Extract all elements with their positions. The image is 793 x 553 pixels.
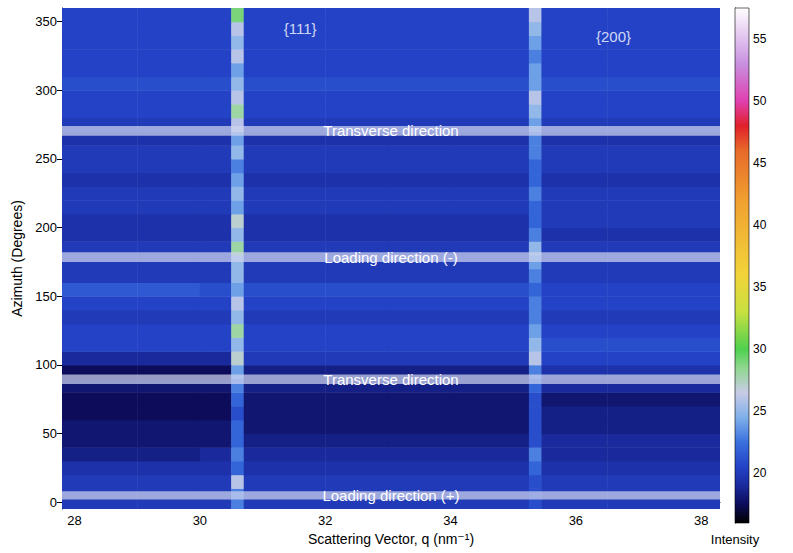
svg-text:Intensity: Intensity (711, 532, 760, 547)
svg-text:Loading direction (-): Loading direction (-) (324, 249, 457, 266)
svg-text:Transverse direction: Transverse direction (323, 371, 458, 388)
svg-text:30: 30 (753, 342, 767, 356)
svg-text:{111}: {111} (284, 20, 317, 37)
svg-text:Loading direction (+): Loading direction (+) (322, 487, 459, 504)
svg-text:300: 300 (35, 83, 57, 98)
svg-text:25: 25 (753, 404, 767, 418)
svg-text:38: 38 (694, 513, 708, 528)
svg-text:Azimuth (Degrees): Azimuth (Degrees) (9, 200, 25, 317)
svg-text:20: 20 (753, 466, 767, 480)
svg-text:50: 50 (43, 426, 57, 441)
svg-text:250: 250 (35, 151, 57, 166)
svg-text:34: 34 (443, 513, 457, 528)
svg-text:200: 200 (35, 220, 57, 235)
svg-text:Transverse direction: Transverse direction (323, 122, 458, 139)
svg-text:50: 50 (753, 94, 767, 108)
svg-text:55: 55 (753, 32, 767, 46)
svg-text:32: 32 (318, 513, 332, 528)
svg-text:30: 30 (193, 513, 207, 528)
svg-text:40: 40 (753, 218, 767, 232)
svg-text:Scattering Vector, q (nm⁻¹): Scattering Vector, q (nm⁻¹) (308, 531, 474, 547)
svg-text:0: 0 (50, 495, 57, 510)
svg-text:{200}: {200} (596, 28, 631, 45)
svg-text:28: 28 (67, 513, 81, 528)
svg-text:36: 36 (569, 513, 583, 528)
svg-text:150: 150 (35, 289, 57, 304)
svg-text:350: 350 (35, 14, 57, 29)
svg-text:35: 35 (753, 280, 767, 294)
svg-text:100: 100 (35, 357, 57, 372)
svg-text:45: 45 (753, 156, 767, 170)
